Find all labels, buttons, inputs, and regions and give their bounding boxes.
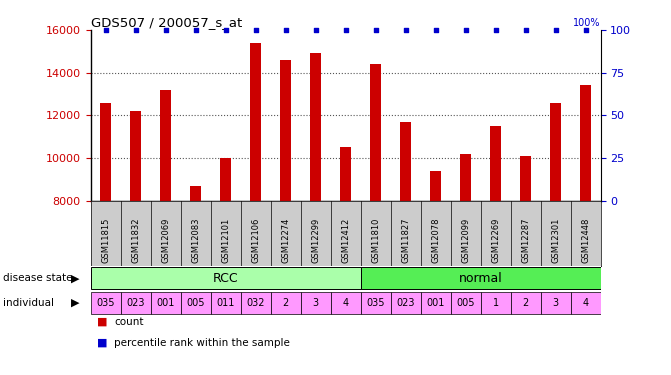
Bar bbox=[360, 292, 391, 314]
Text: normal: normal bbox=[459, 272, 503, 285]
Bar bbox=[91, 267, 360, 290]
Text: GSM12448: GSM12448 bbox=[581, 217, 590, 263]
Text: GSM12078: GSM12078 bbox=[431, 217, 440, 263]
Bar bbox=[191, 186, 201, 201]
Text: 005: 005 bbox=[187, 298, 205, 308]
Point bbox=[460, 27, 471, 33]
Bar bbox=[241, 292, 270, 314]
Text: 1: 1 bbox=[493, 298, 499, 308]
Bar bbox=[180, 292, 211, 314]
Point bbox=[130, 27, 141, 33]
Bar bbox=[340, 147, 351, 201]
Bar bbox=[310, 54, 321, 201]
Bar bbox=[580, 86, 590, 201]
Bar bbox=[480, 292, 511, 314]
Point bbox=[370, 27, 381, 33]
Text: 3: 3 bbox=[313, 298, 319, 308]
Bar bbox=[370, 64, 381, 201]
Text: ■: ■ bbox=[97, 317, 111, 327]
Text: 100%: 100% bbox=[573, 18, 601, 28]
Text: ▶: ▶ bbox=[71, 273, 80, 284]
Text: 3: 3 bbox=[552, 298, 559, 308]
Bar bbox=[301, 292, 331, 314]
Text: GSM12069: GSM12069 bbox=[161, 217, 170, 263]
Bar bbox=[331, 292, 360, 314]
Point bbox=[520, 27, 531, 33]
Text: 001: 001 bbox=[156, 298, 174, 308]
Text: GSM12106: GSM12106 bbox=[251, 217, 260, 263]
Text: 035: 035 bbox=[366, 298, 384, 308]
Bar bbox=[121, 292, 150, 314]
Text: GSM11810: GSM11810 bbox=[371, 217, 380, 263]
Point bbox=[100, 27, 111, 33]
Text: GSM12274: GSM12274 bbox=[281, 217, 290, 263]
Point bbox=[340, 27, 351, 33]
Text: 001: 001 bbox=[426, 298, 445, 308]
Bar bbox=[150, 292, 180, 314]
Text: disease state: disease state bbox=[3, 273, 73, 284]
Bar bbox=[401, 122, 411, 201]
Text: 005: 005 bbox=[456, 298, 475, 308]
Point bbox=[220, 27, 231, 33]
Point bbox=[190, 27, 201, 33]
Text: GSM12099: GSM12099 bbox=[461, 218, 470, 263]
Bar bbox=[491, 126, 501, 201]
Text: ■: ■ bbox=[97, 338, 111, 348]
Bar bbox=[541, 292, 570, 314]
Point bbox=[310, 27, 321, 33]
Bar bbox=[280, 60, 291, 201]
Text: 2: 2 bbox=[282, 298, 289, 308]
Point bbox=[280, 27, 291, 33]
Bar bbox=[220, 158, 231, 201]
Text: GSM12301: GSM12301 bbox=[551, 217, 560, 263]
Text: 4: 4 bbox=[342, 298, 349, 308]
Text: GSM11827: GSM11827 bbox=[401, 217, 410, 263]
Text: GSM11832: GSM11832 bbox=[131, 217, 140, 263]
Bar bbox=[511, 292, 541, 314]
Text: 4: 4 bbox=[582, 298, 588, 308]
Text: 035: 035 bbox=[97, 298, 115, 308]
Text: count: count bbox=[114, 317, 144, 327]
Point bbox=[160, 27, 171, 33]
Bar bbox=[91, 292, 121, 314]
Text: RCC: RCC bbox=[213, 272, 238, 285]
Point bbox=[250, 27, 261, 33]
Bar bbox=[520, 156, 531, 201]
Text: GSM12269: GSM12269 bbox=[491, 217, 500, 263]
Bar bbox=[270, 292, 301, 314]
Text: 2: 2 bbox=[523, 298, 529, 308]
Text: GSM12083: GSM12083 bbox=[191, 217, 200, 263]
Bar bbox=[160, 90, 171, 201]
Text: 023: 023 bbox=[397, 298, 415, 308]
Text: GSM12287: GSM12287 bbox=[521, 217, 530, 263]
Point bbox=[400, 27, 411, 33]
Bar bbox=[450, 292, 480, 314]
Bar bbox=[130, 111, 141, 201]
Bar bbox=[421, 292, 450, 314]
Bar bbox=[391, 292, 421, 314]
Text: percentile rank within the sample: percentile rank within the sample bbox=[114, 338, 290, 348]
Bar bbox=[570, 292, 601, 314]
Text: 023: 023 bbox=[126, 298, 145, 308]
Text: individual: individual bbox=[3, 298, 54, 308]
Bar bbox=[211, 292, 241, 314]
Point bbox=[491, 27, 501, 33]
Bar bbox=[430, 171, 441, 201]
Text: 011: 011 bbox=[216, 298, 235, 308]
Text: GSM12299: GSM12299 bbox=[311, 218, 320, 263]
Text: GSM12412: GSM12412 bbox=[341, 218, 350, 263]
Text: ▶: ▶ bbox=[71, 298, 80, 308]
Point bbox=[430, 27, 441, 33]
Text: GDS507 / 200057_s_at: GDS507 / 200057_s_at bbox=[91, 16, 242, 29]
Text: GSM11815: GSM11815 bbox=[101, 217, 110, 263]
Text: GSM12101: GSM12101 bbox=[221, 218, 230, 263]
Point bbox=[580, 27, 591, 33]
Point bbox=[550, 27, 561, 33]
Bar bbox=[101, 102, 111, 201]
Bar bbox=[550, 102, 561, 201]
Bar bbox=[460, 154, 471, 201]
Text: 032: 032 bbox=[246, 298, 265, 308]
Bar bbox=[360, 267, 601, 290]
Bar bbox=[250, 43, 261, 201]
